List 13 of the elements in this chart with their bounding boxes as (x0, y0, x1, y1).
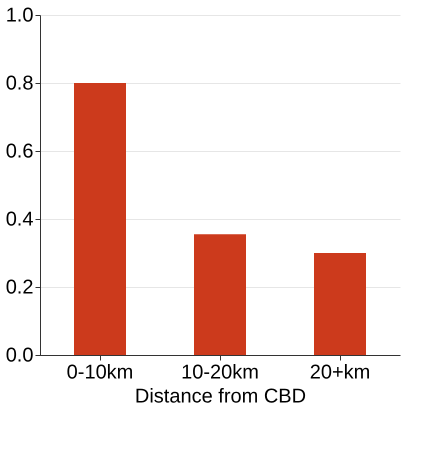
x-tick-label: 0-10km (66, 362, 134, 384)
bar (74, 83, 126, 355)
y-tick-label: 0.6 (6, 140, 34, 162)
bar (194, 234, 246, 355)
y-tick-label: 0.0 (6, 344, 34, 366)
y-tick-label: 0.4 (6, 208, 34, 230)
x-tick-label: 20+km (310, 362, 370, 384)
y-tick-label: 0.8 (6, 72, 34, 94)
y-tick-label: 1.0 (6, 4, 34, 26)
x-tick-label: 10-20km (181, 362, 259, 384)
y-tick-label: 0.2 (6, 276, 34, 298)
x-axis-title: Distance from CBD (134, 386, 306, 408)
bar (314, 253, 366, 355)
